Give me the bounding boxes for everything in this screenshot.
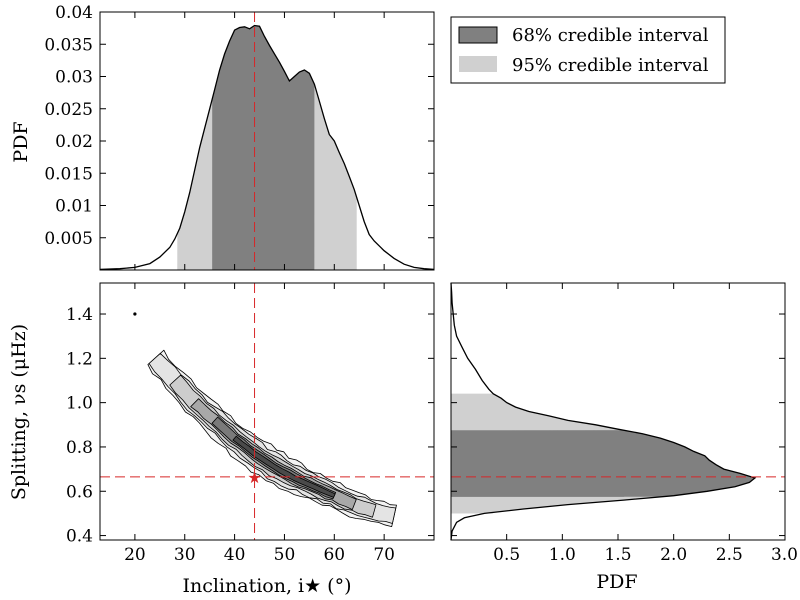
y-tick-label: 1.2 (66, 349, 93, 369)
x-tick-label: 0.5 (493, 545, 520, 565)
ci68-band (212, 25, 315, 270)
y-tick-label: 0.02 (55, 132, 93, 152)
legend-swatch-68 (458, 26, 498, 44)
splitting-marginal-panel: 0.5 1.0 1.5 2.0 2.5 3.0 (450, 282, 798, 565)
x-tick-label: 50 (274, 545, 296, 565)
y-tick-label: 0.8 (66, 438, 93, 458)
y-tick-label: 0.04 (55, 3, 93, 23)
pdf-curve (450, 282, 757, 541)
axes-frame (99, 282, 435, 541)
x-tick-label: 1.0 (549, 545, 576, 565)
y-tick-label: 0.03 (55, 68, 93, 88)
ci68-band (451, 430, 755, 497)
x-tick-label: 20 (124, 545, 146, 565)
y-tick-label: 0.6 (66, 482, 93, 502)
contour-level (232, 435, 336, 498)
x-tick-label: 40 (224, 545, 246, 565)
contour-level (147, 349, 397, 527)
y-tick-label: 0.035 (44, 35, 93, 55)
contour-level (169, 374, 377, 518)
contour-level (190, 398, 357, 510)
pdf-curve (99, 24, 435, 271)
legend-swatch-95 (459, 56, 497, 72)
pdf-y-axis-label: PDF (10, 121, 32, 162)
contour-level (148, 353, 397, 524)
joint-contour-panel: ★ 20 30 40 50 60 70 0.4 0.6 0.8 1.0 1.2 1.4 (66, 282, 435, 565)
x-tick-label: 60 (323, 545, 345, 565)
x-tick-label: 70 (373, 545, 395, 565)
x-tick-label: 1.5 (604, 545, 631, 565)
y-tick-label: 1.0 (66, 394, 93, 414)
outlier-point (133, 312, 137, 316)
x-tick-label: 3.0 (771, 545, 798, 565)
y-tick-label: 0.005 (44, 229, 93, 249)
legend: 68% credible interval 95% credible inter… (450, 16, 726, 84)
contour-level (211, 416, 337, 500)
y-tick-label: 0.4 (66, 527, 93, 547)
best-fit-star: ★ (247, 468, 261, 487)
y-tick-label: 1.4 (66, 305, 93, 325)
x-tick-label: 2.5 (716, 545, 743, 565)
y-tick-label: 0.015 (44, 164, 93, 184)
x-tick-label: 30 (174, 545, 196, 565)
y-tick-label: 0.025 (44, 100, 93, 120)
inclination-marginal-panel: 0.005 0.01 0.015 0.02 0.025 0.03 0.035 0.04 (44, 3, 435, 271)
splitting-y-axis-label: Splitting, νs (μHz) (8, 324, 30, 500)
legend-label-95: 95% credible interval (512, 55, 709, 76)
pdf-x-axis-label: PDF (596, 571, 637, 593)
x-tick-label: 2.0 (660, 545, 687, 565)
legend-label-68: 68% credible interval (512, 25, 709, 46)
inclination-x-axis-label: Inclination, i★ (°) (182, 575, 351, 597)
y-tick-label: 0.01 (55, 197, 93, 217)
